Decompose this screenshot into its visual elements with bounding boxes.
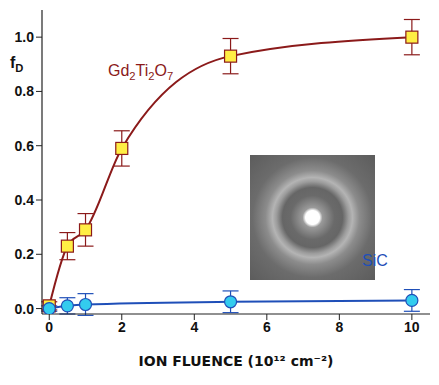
svg-text:6: 6 bbox=[263, 319, 271, 335]
svg-text:0.0: 0.0 bbox=[15, 301, 35, 317]
svg-text:2: 2 bbox=[118, 319, 126, 335]
html-text:SiC: SiC bbox=[362, 252, 388, 269]
svg-text:1.0: 1.0 bbox=[15, 29, 35, 45]
html-text:Gd2Ti2O7: Gd2Ti2O7 bbox=[108, 62, 174, 83]
svg-text:4: 4 bbox=[190, 319, 198, 335]
svg-text:0.4: 0.4 bbox=[15, 192, 35, 208]
svg-text:ION FLUENCE (10¹² cm⁻²): ION FLUENCE (10¹² cm⁻²) bbox=[139, 353, 334, 369]
svg-text:0.6: 0.6 bbox=[15, 138, 35, 154]
svg-text:0: 0 bbox=[45, 319, 53, 335]
html-text:fD: fD bbox=[10, 54, 24, 75]
svg-text:0.8: 0.8 bbox=[15, 83, 35, 99]
svg-text:10: 10 bbox=[404, 319, 420, 335]
svg-text:0.2: 0.2 bbox=[15, 246, 35, 262]
svg-text:8: 8 bbox=[335, 319, 343, 335]
